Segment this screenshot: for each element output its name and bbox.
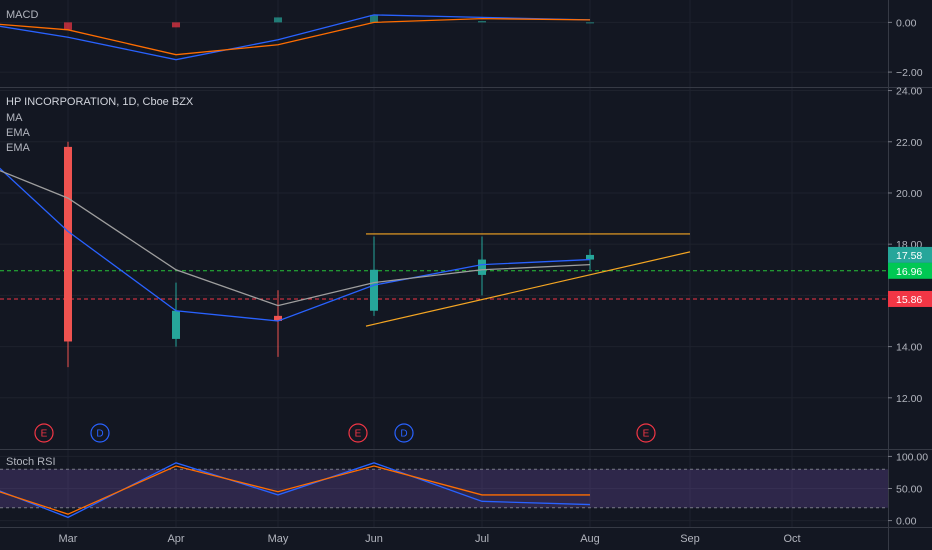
macd-series-line-0 (0, 14, 591, 61)
event-marker-0[interactable] (34, 423, 54, 443)
event-marker-label-4: E (643, 429, 650, 440)
macd-histogram-bar-6 (586, 22, 594, 24)
indicator-label-0: MA (6, 112, 23, 124)
stoch_rsi-tick-label-0: 100.00 (896, 451, 928, 463)
stoch_rsi-tick-label-1: 50.00 (896, 484, 922, 496)
price-tick-label-5: 14.00 (896, 342, 922, 354)
macd-histogram-bar-4 (370, 14, 378, 23)
price-panel-title: HP INCORPORATION, 1D, Cboe BZX (6, 96, 194, 108)
candle-body-3 (274, 315, 282, 321)
macd-histogram-bar-3 (274, 17, 282, 23)
x-axis-label-7: Oct (783, 533, 800, 545)
price-tick-label-1: 22.00 (896, 137, 922, 149)
macd-tick-label-1: −2.00 (896, 67, 923, 79)
price-series-line-0 (0, 167, 591, 322)
price-label-box-2 (888, 290, 932, 307)
x-axis-label-3: Jun (365, 533, 383, 545)
stoch_rsi-series-line-1 (0, 465, 590, 515)
price-label-box-0 (888, 246, 932, 263)
price-label-text-1: 16.96 (896, 266, 922, 278)
macd-histogram-bar-5 (478, 21, 486, 23)
price-label-text-0: 17.58 (896, 250, 922, 262)
stoch_rsi-tick-label-2: 0.00 (896, 516, 917, 528)
indicator-label-1: EMA (6, 127, 31, 139)
macd-series-line-1 (0, 17, 591, 56)
candle-body-2 (172, 310, 180, 339)
macd-histogram-bar-1 (64, 22, 72, 30)
candle-body-6 (586, 254, 594, 260)
x-axis-label-5: Aug (580, 533, 600, 545)
price-label-text-2: 15.86 (896, 294, 922, 306)
candle-body-5 (478, 259, 486, 275)
event-marker-label-3: D (400, 429, 407, 440)
event-marker-2[interactable] (348, 423, 368, 443)
price-tick-label-6: 12.00 (896, 393, 922, 405)
event-marker-1[interactable] (90, 423, 110, 443)
stoch_rsi-panel-title: Stoch RSI (6, 456, 56, 468)
price-series-line-1 (0, 169, 591, 307)
macd-tick-label-0: 0.00 (896, 17, 917, 29)
candle-body-1 (64, 146, 72, 342)
event-marker-4[interactable] (636, 423, 656, 443)
event-marker-label-2: E (355, 429, 362, 440)
stoch-band-fill (0, 469, 888, 508)
price-tick-label-2: 20.00 (896, 188, 922, 200)
indicator-label-2: EMA (6, 142, 31, 154)
event-marker-label-0: E (41, 429, 48, 440)
macd-histogram-bar-2 (172, 22, 180, 28)
event-marker-label-1: D (96, 429, 103, 440)
candle-body-4 (370, 269, 378, 311)
price-label-box-1 (888, 262, 932, 279)
price-tick-label-0: 24.00 (896, 86, 922, 98)
stoch_rsi-series-line-0 (0, 462, 591, 519)
x-axis-label-6: Sep (680, 533, 700, 545)
x-axis-label-0: Mar (59, 533, 78, 545)
x-axis-label-1: Apr (167, 533, 184, 545)
event-marker-3[interactable] (394, 423, 414, 443)
x-axis-label-2: May (268, 533, 289, 545)
macd-panel-title: MACD (6, 9, 38, 21)
trendline-1 (365, 251, 691, 327)
x-axis-label-4: Jul (475, 533, 489, 545)
